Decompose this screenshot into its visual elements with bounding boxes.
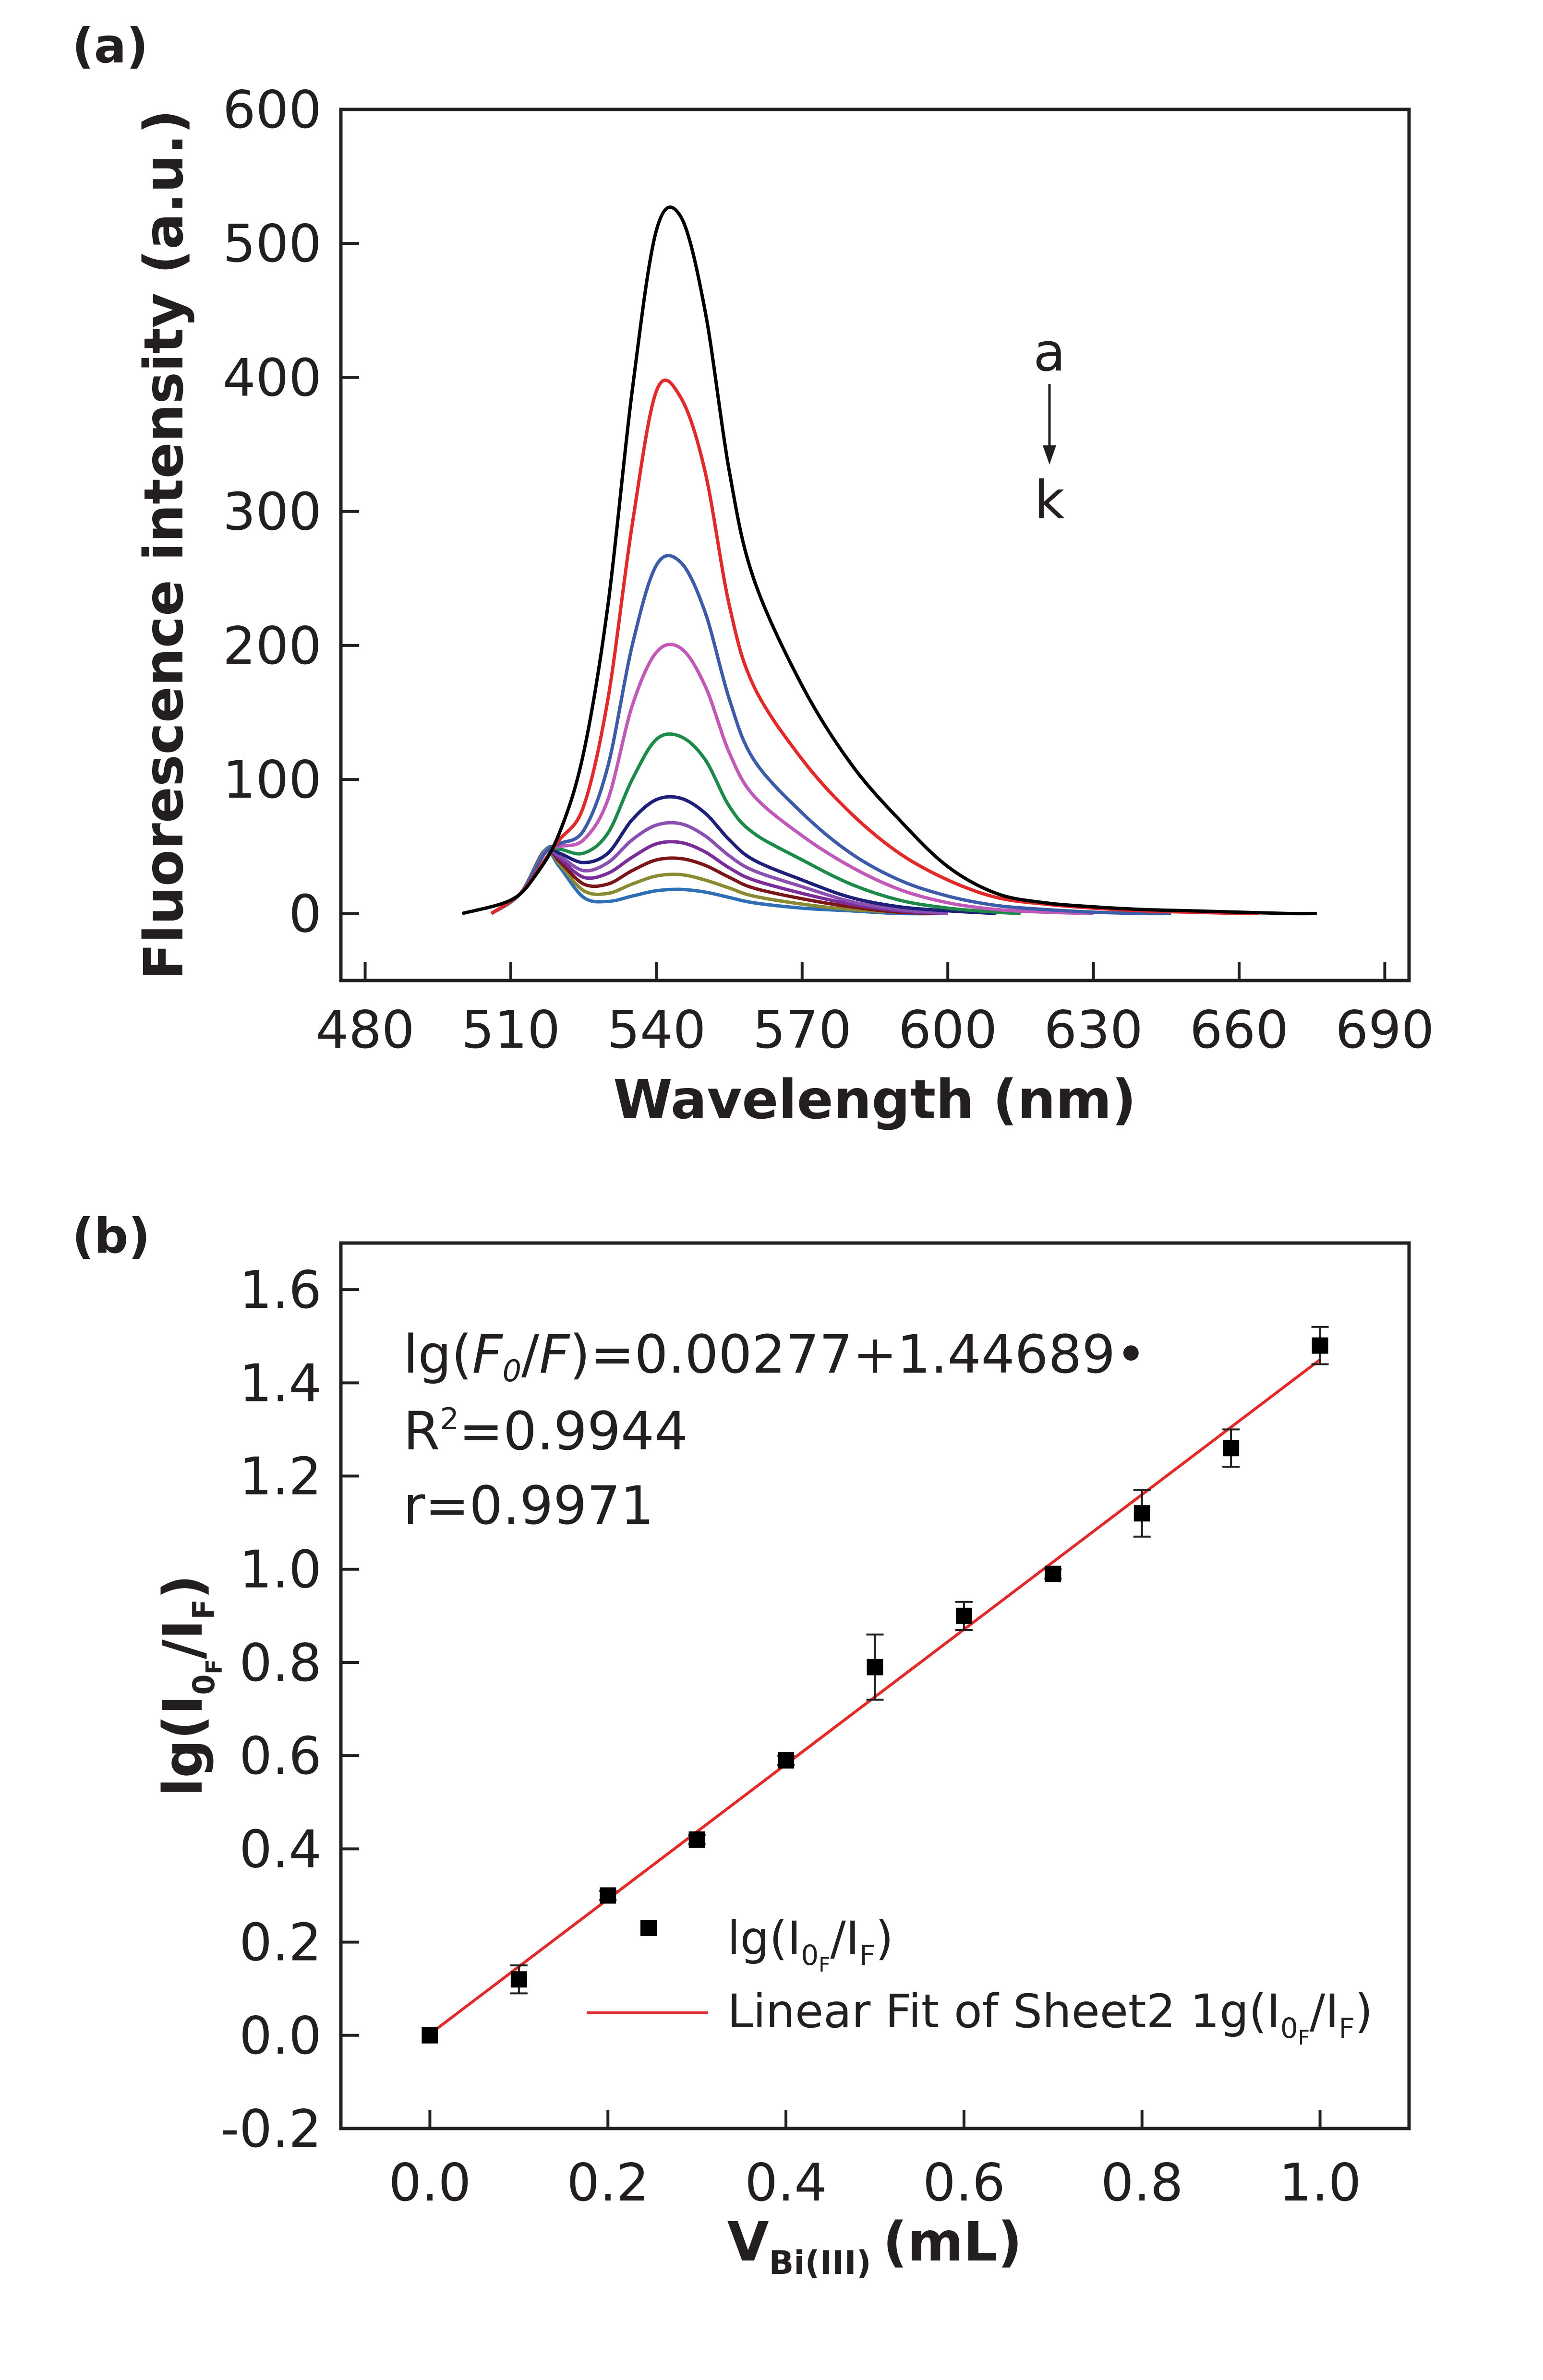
panel-b-ytick-label: -0.2 [220, 2099, 322, 2159]
spectrum-curve-a [461, 205, 1317, 916]
eq-slash: / [521, 1324, 540, 1385]
panel-a-ytick-label: 600 [223, 80, 322, 140]
panel-a-ytick-label: 0 [289, 884, 322, 944]
panel-a-xtick-label: 690 [1335, 1000, 1434, 1060]
spectrum-curve-d [490, 643, 1094, 915]
eq-F: F [539, 1324, 570, 1385]
panel-a-xtick-label: 600 [898, 1000, 997, 1060]
panel-a-xtick-label: 630 [1044, 1000, 1143, 1060]
spectrum-curve-c [490, 554, 1171, 916]
panel-a-ytick-label: 500 [223, 214, 322, 274]
legend-fit-label: Linear Fit of Sheet2 1g(I0F/IF) [727, 1985, 1373, 2049]
panel-a-ylabel: Fluorescence intensity (a.u.) [133, 109, 195, 980]
panel-b-ylabel: lg(I0F/IF) [152, 1575, 227, 1796]
panel-b-xtick-label: 0.6 [923, 2153, 1005, 2213]
legend-scatter-label: lg(I0F/IF) [727, 1912, 893, 1976]
panel-a-ytick-label: 300 [223, 482, 322, 542]
panel-b-ytick-label: 1.0 [239, 1540, 322, 1600]
data-point [510, 1971, 527, 1988]
legend: lg(I0F/IF) Linear Fit of Sheet2 1g(I0F/I… [587, 1912, 1373, 2049]
r2-post: =0.9944 [459, 1400, 688, 1462]
data-point [867, 1659, 883, 1675]
panel-b-xtick-label: 0.4 [745, 2153, 827, 2213]
panel-b-xtick-label: 0.2 [567, 2153, 649, 2213]
panel-a-ytick-label: 100 [223, 750, 322, 810]
panel-b: (b) 0.0 0.2 0.4 0.6 0.8 1.0 -0.2 0.0 0.2 0.4 0.6 0… [72, 1208, 1411, 2282]
panel-a-ytick-label: 200 [223, 616, 322, 676]
data-point [1223, 1440, 1240, 1457]
panel-b-ytick-label: 1.6 [239, 1260, 322, 1320]
eq-pre: lg( [403, 1324, 472, 1385]
annotation-arrow-head [1043, 445, 1056, 465]
r2-pre: R [403, 1400, 440, 1462]
r-squared: R2=0.9944 [403, 1400, 688, 1462]
eq-F0: F [472, 1324, 503, 1385]
xlabel-unit: (mL) [883, 2211, 1022, 2273]
panel-a-frame [339, 108, 1411, 982]
panel-a-xtick-label: 480 [315, 1000, 414, 1060]
panel-b-frame [339, 1241, 1411, 2130]
panel-b-ytick-label: 0.8 [239, 1633, 322, 1693]
data-point [1045, 1566, 1061, 1582]
panel-b-label: (b) [72, 1208, 150, 1264]
eq-F0-sub: 0 [503, 1353, 521, 1388]
legend-square-marker [640, 1920, 657, 1936]
spectrum-curve-e [490, 732, 1021, 915]
data-point [422, 2027, 438, 2044]
r2-sup: 2 [440, 1401, 458, 1436]
panel-a-xtick-label: 660 [1190, 1000, 1289, 1060]
xlabel-v: V [727, 2211, 769, 2273]
panel-b-xlabel: VBi(III) (mL) [727, 2211, 1022, 2282]
annotation-a: a [1033, 322, 1065, 383]
panel-b-ytick-label: 1.2 [239, 1447, 322, 1507]
panel-a-ytick-label: 400 [223, 348, 322, 408]
panel-a: (a) 480 510 540 570 600 630 660 690 0 100 200 300 4… [72, 18, 1435, 1131]
r-value: r=0.9971 [403, 1475, 654, 1536]
panel-a-label: (a) [72, 18, 148, 74]
data-point [778, 1752, 795, 1769]
eq-post: )=0.00277+1.44689• [569, 1324, 1146, 1385]
panel-a-xlabel: Wavelength (nm) [613, 1069, 1136, 1131]
panel-b-xtick-label: 0.8 [1101, 2153, 1183, 2213]
panel-a-xtick-label: 540 [607, 1000, 706, 1060]
panel-b-ytick-label: 0.2 [239, 1913, 322, 1973]
fit-equation: lg(F0/F)=0.00277+1.44689• [403, 1324, 1146, 1388]
data-point [955, 1607, 972, 1624]
annotation-k: k [1034, 469, 1065, 531]
panel-b-ytick-label: 0.6 [239, 1726, 322, 1786]
panel-b-ytick-label: 0.4 [239, 1819, 322, 1879]
xlabel-sub: Bi(III) [769, 2244, 871, 2282]
data-point [688, 1831, 705, 1848]
panel-b-ytick-label: 0.0 [239, 2006, 322, 2066]
data-point [600, 1887, 616, 1904]
data-point [1133, 1505, 1150, 1522]
panel-a-xtick-label: 510 [461, 1000, 560, 1060]
panel-a-xtick-label: 570 [753, 1000, 852, 1060]
data-point [1312, 1337, 1328, 1354]
panel-b-ytick-label: 1.4 [239, 1353, 322, 1413]
panel-b-xtick-label: 0.0 [389, 2153, 471, 2213]
spectrum-curve-f [490, 795, 997, 915]
panel-b-xtick-label: 1.0 [1279, 2153, 1362, 2213]
